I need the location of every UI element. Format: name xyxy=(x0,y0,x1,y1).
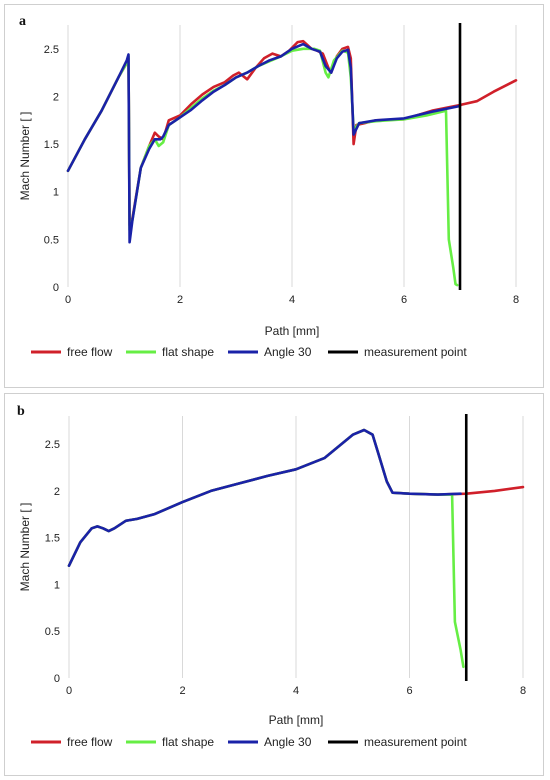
y-axis-title-b: Mach Number [ ] xyxy=(18,503,32,592)
chart-a-svg: a 0 2 4 6 8 0 0.5 1 1.5 2 2.5 Path [mm] Mach Number [… xyxy=(18,14,519,359)
y-tick-label-b-5: 2.5 xyxy=(45,439,60,451)
y-tick-label-a-4: 2 xyxy=(53,91,59,103)
x-tick-label-a-4: 8 xyxy=(513,294,519,306)
legend-label-a-1: flat shape xyxy=(162,345,214,359)
x-tick-label-a-0: 0 xyxy=(65,294,71,306)
y-tick-label-b-3: 1.5 xyxy=(45,533,60,545)
legend-label-b-1: flat shape xyxy=(162,735,214,749)
legend-label-a-3: measurement point xyxy=(364,345,467,359)
x-tick-label-b-4: 8 xyxy=(520,685,526,697)
y-axis-title-a: Mach Number [ ] xyxy=(18,112,32,201)
x-tick-label-a-1: 2 xyxy=(177,294,183,306)
chart-panel-b: b 0 2 4 6 8 0 0.5 1 1.5 2 2.5 Path [mm] Mach Number [… xyxy=(4,393,544,776)
x-axis-title-a: Path [mm] xyxy=(265,324,320,338)
y-tick-label-a-1: 0.5 xyxy=(44,234,59,246)
x-tick-label-b-3: 6 xyxy=(406,685,412,697)
y-tick-label-b-4: 2 xyxy=(54,486,60,498)
x-tick-label-b-2: 4 xyxy=(293,685,299,697)
legend-label-b-0: free flow xyxy=(67,735,113,749)
y-tick-label-b-2: 1 xyxy=(54,579,60,591)
legend-label-b-2: Angle 30 xyxy=(264,735,312,749)
y-tick-label-b-1: 0.5 xyxy=(45,626,60,638)
y-tick-label-a-5: 2.5 xyxy=(44,44,59,56)
chart-b-svg: b 0 2 4 6 8 0 0.5 1 1.5 2 2.5 Path [mm] Mach Number [… xyxy=(17,404,526,749)
series-line-a-flat-shape xyxy=(66,47,459,287)
x-axis-title-b: Path [mm] xyxy=(269,713,324,727)
series-line-b-angle-30 xyxy=(67,428,462,567)
x-tick-label-b-0: 0 xyxy=(66,685,72,697)
y-tick-label-a-3: 1.5 xyxy=(44,139,59,151)
x-tick-label-b-1: 2 xyxy=(179,685,185,697)
legend-label-b-3: measurement point xyxy=(364,735,467,749)
legend-label-a-2: Angle 30 xyxy=(264,345,312,359)
y-tick-label-a-2: 1 xyxy=(53,187,59,199)
y-tick-label-a-0: 0 xyxy=(53,282,59,294)
x-tick-label-a-3: 6 xyxy=(401,294,407,306)
panel-label-b: b xyxy=(17,404,25,419)
panel-label-a: a xyxy=(19,14,26,29)
legend-label-a-0: free flow xyxy=(67,345,113,359)
x-tick-label-a-2: 4 xyxy=(289,294,295,306)
series-line-b-flat-shape xyxy=(67,428,465,669)
y-tick-label-b-0: 0 xyxy=(54,673,60,685)
series-line-a-angle-30 xyxy=(66,42,462,244)
chart-panel-a: a 0 2 4 6 8 0 0.5 1 1.5 2 2.5 Path [mm] Mach Number [… xyxy=(4,4,544,388)
